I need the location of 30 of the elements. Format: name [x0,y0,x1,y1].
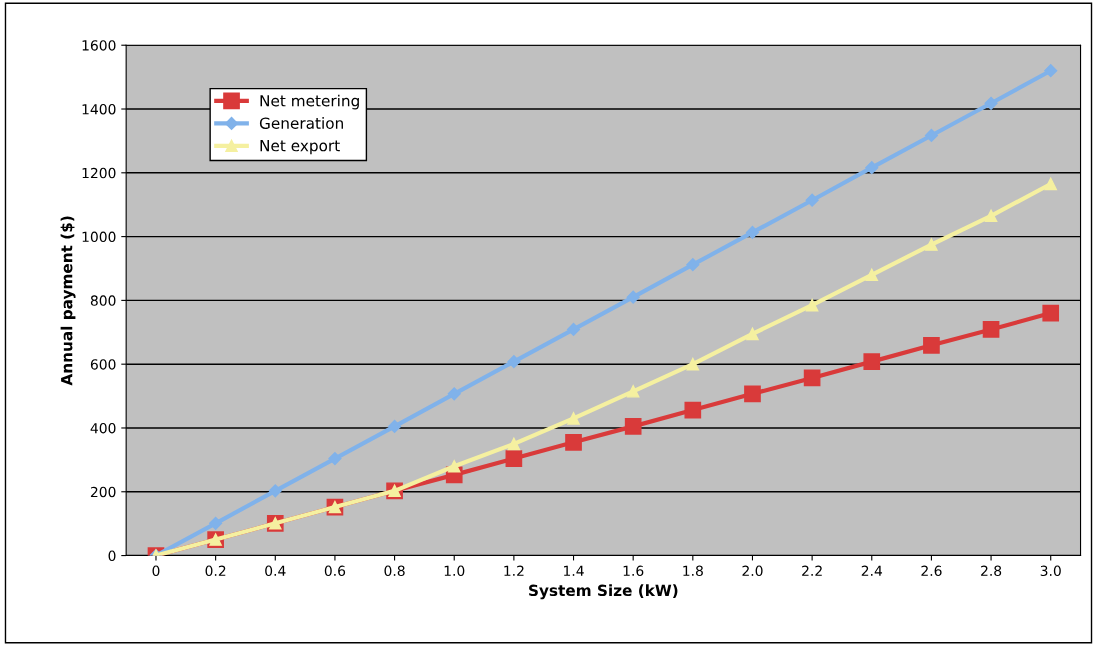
legend-label: Net export [260,140,340,155]
x-tick-label: 3.0 [1040,565,1061,577]
y-tick-label: 1200 [82,167,116,179]
x-tick-label: 0.2 [205,565,226,577]
x-tick-label: 0.8 [384,565,405,577]
x-tick-label: 2.8 [981,565,1002,577]
x-tick-label: 1.0 [444,565,465,577]
y-tick-label: 800 [90,295,116,306]
x-tick-label: 1.4 [564,565,584,576]
y-tick-label: 1000 [82,231,116,243]
y-tick-label: 200 [90,486,116,498]
x-tick-label: 1.6 [623,565,644,577]
x-axis-title: System Size (kW) [529,584,678,600]
x-tick-label: 0.6 [324,565,346,577]
y-tick-label: 0 [108,550,116,562]
y-tick-label: 400 [90,422,116,434]
x-tick-label: 2.6 [921,565,942,577]
x-tick-label: 2.2 [802,565,822,576]
x-tick-label: 0 [152,565,160,577]
x-tick-label: 0.4 [265,565,286,577]
legend-label: Net metering [260,94,359,110]
y-tick-label: 600 [90,359,116,370]
x-tick-label: 2.4 [861,565,883,576]
y-tick-label: 1400 [82,103,116,115]
x-tick-label: 2.0 [742,565,763,577]
x-tick-label: 1.2 [504,565,524,576]
legend-label: Generation [259,117,343,129]
x-tick-label: 1.8 [683,565,703,577]
y-axis-title: Annual payment ($) [60,216,76,386]
y-tick-label: 1600 [82,40,116,51]
